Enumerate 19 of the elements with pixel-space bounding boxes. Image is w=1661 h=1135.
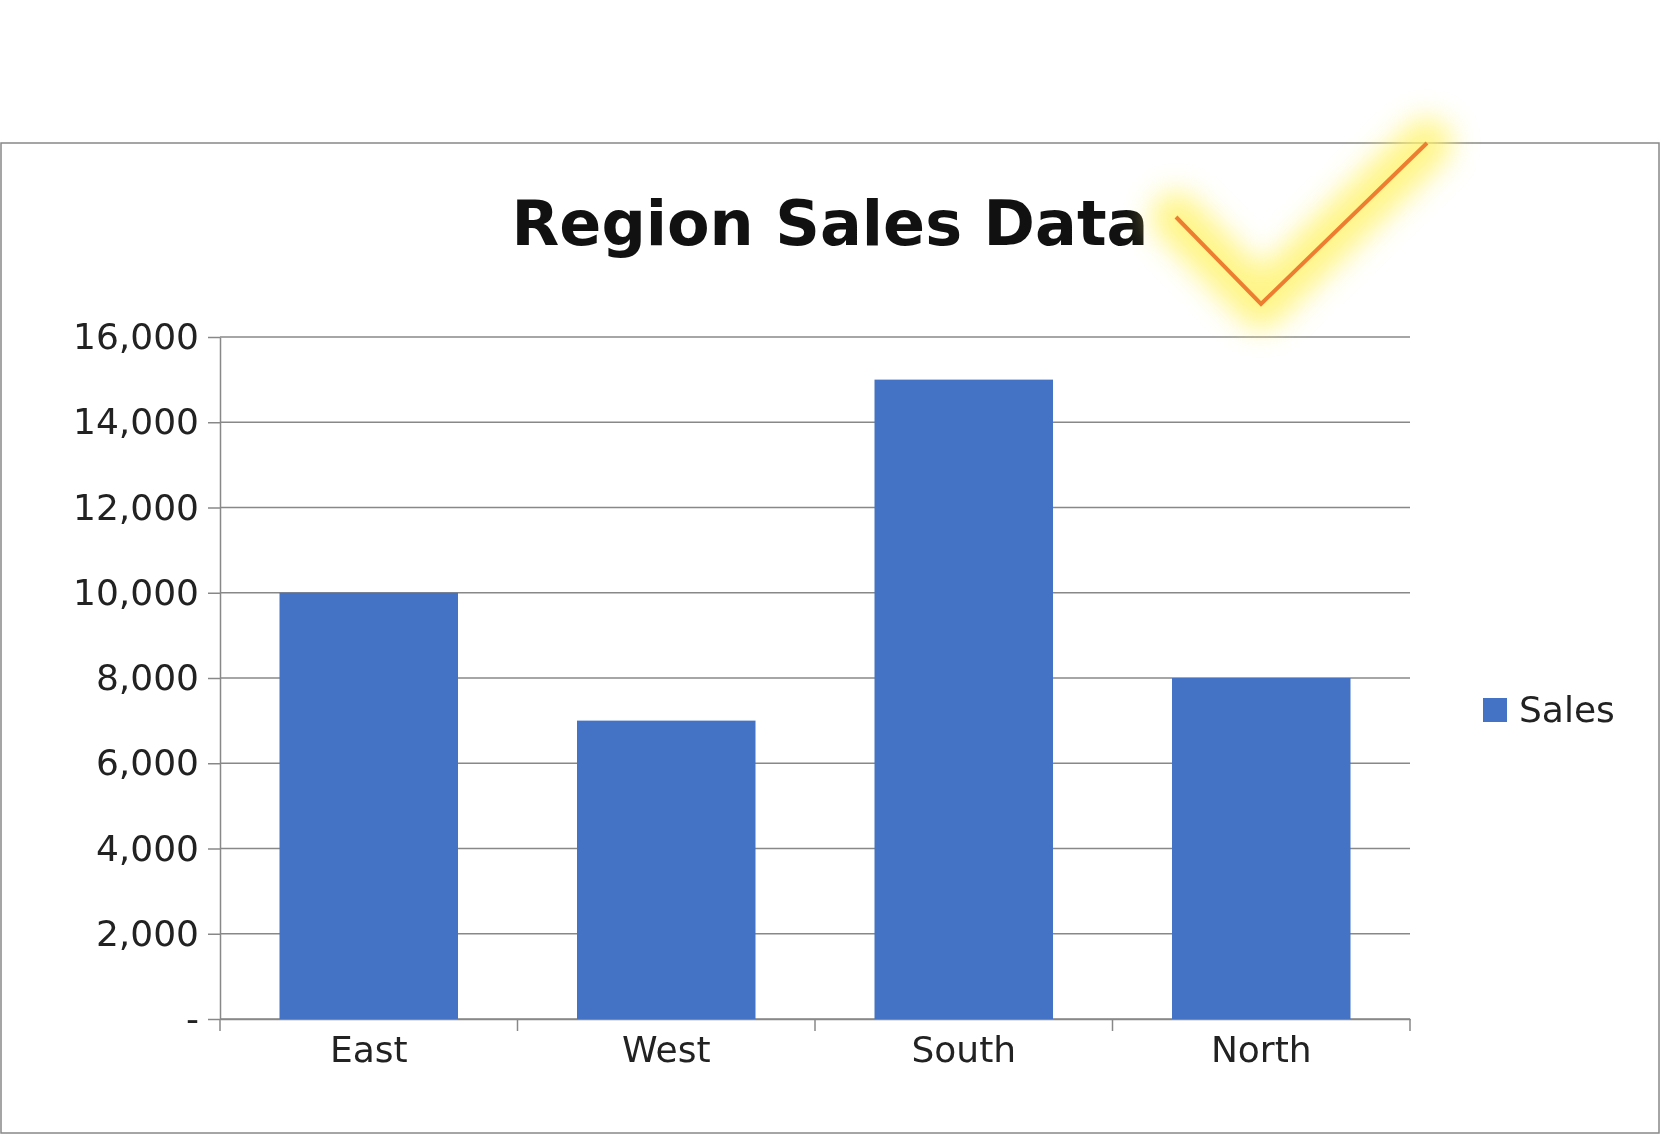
x-tick-label: South: [911, 1028, 1017, 1070]
y-tick-label: 10,000: [73, 571, 199, 613]
x-tick-label: East: [329, 1028, 408, 1070]
bar: [279, 592, 458, 1019]
y-tick-label: 4,000: [95, 827, 199, 869]
y-tick-label: 6,000: [95, 742, 199, 784]
chart-title: Region Sales Data: [511, 187, 1149, 260]
y-tick-label: 2,000: [95, 912, 199, 954]
x-tick-label: West: [621, 1028, 711, 1070]
y-tick-label: 8,000: [95, 657, 199, 699]
bar: [577, 720, 756, 1019]
legend-label: Sales: [1519, 689, 1615, 730]
y-tick-label: 12,000: [73, 486, 199, 528]
y-tick-label: 16,000: [73, 316, 199, 358]
y-tick-label: -: [186, 998, 199, 1040]
bar: [1172, 678, 1351, 1019]
x-tick-label: North: [1210, 1028, 1312, 1070]
bar: [874, 379, 1053, 1019]
y-tick-label: 14,000: [73, 401, 199, 443]
